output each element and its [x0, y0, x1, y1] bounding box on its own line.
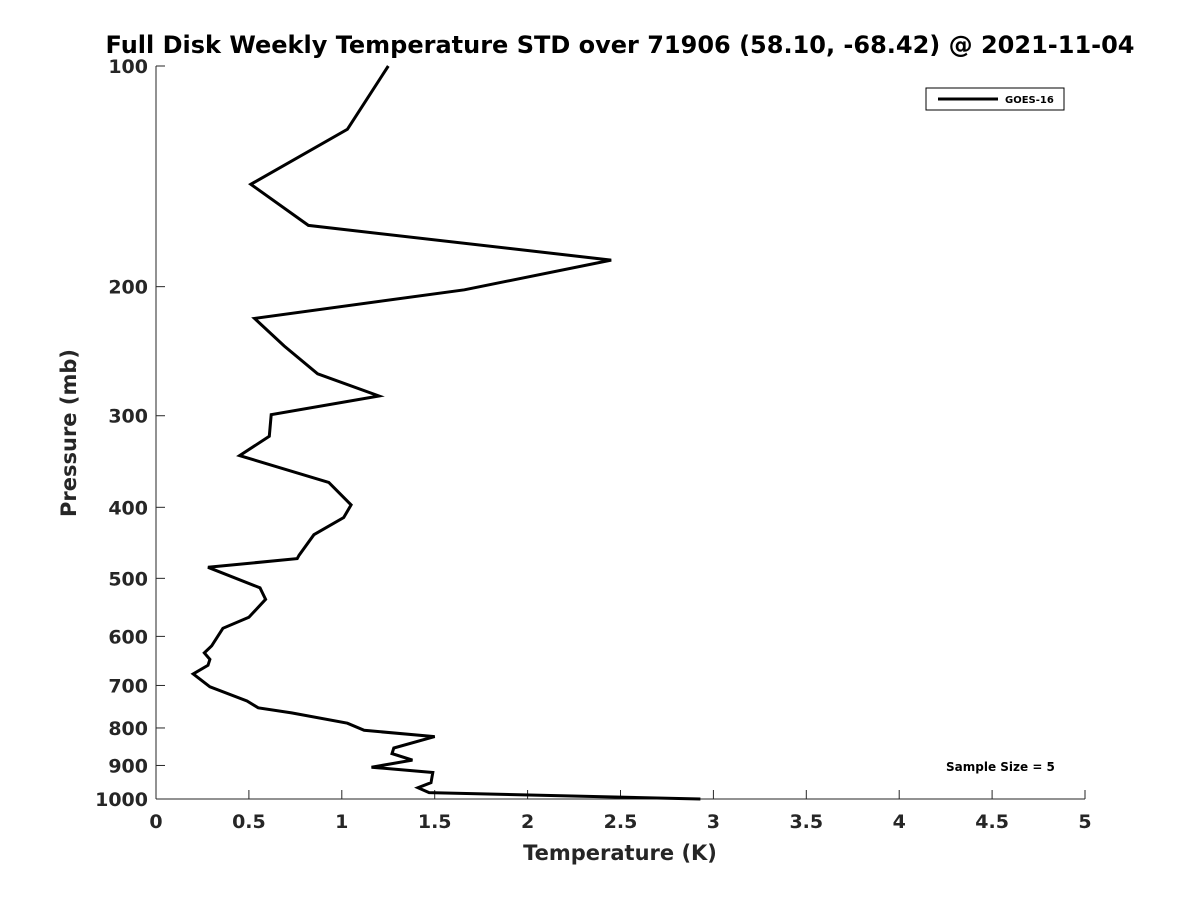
- y-axis-label: Pressure (mb): [57, 349, 81, 517]
- y-tick-label: 300: [108, 406, 148, 428]
- x-tick-label: 1.5: [418, 811, 452, 833]
- y-tick-label: 900: [108, 755, 148, 777]
- y-axis-ticks: 100 200 300 400 500 600 700 800 900 1000: [95, 56, 165, 811]
- x-tick-label: 0.5: [232, 811, 266, 833]
- x-tick-label: 2: [521, 811, 534, 833]
- x-tick-label: 2.5: [604, 811, 638, 833]
- sample-size-annotation: Sample Size = 5: [946, 760, 1055, 774]
- legend: GOES-16: [925, 87, 1065, 111]
- y-tick-label: 200: [108, 277, 148, 299]
- series-line-goes-16: [190, 65, 701, 801]
- x-axis-label: Temperature (K): [523, 841, 717, 865]
- y-tick-label: 400: [108, 497, 148, 519]
- legend-label: GOES-16: [1005, 95, 1054, 106]
- x-axis-ticks: 0 0.5 1 1.5 2 2.5 3 3.5 4 4.5 5: [149, 790, 1092, 833]
- x-tick-label: 3.5: [789, 811, 823, 833]
- y-tick-label: 700: [108, 675, 148, 697]
- series-layer: [190, 65, 701, 801]
- x-tick-label: 5: [1078, 811, 1091, 833]
- x-tick-label: 0: [149, 811, 162, 833]
- chart-title: Full Disk Weekly Temperature STD over 71…: [106, 31, 1135, 59]
- x-tick-label: 4: [893, 811, 906, 833]
- y-tick-label: 800: [108, 718, 148, 740]
- y-tick-label: 1000: [95, 789, 148, 811]
- y-tick-label: 600: [108, 626, 148, 648]
- x-tick-label: 3: [707, 811, 720, 833]
- x-tick-label: 4.5: [975, 811, 1009, 833]
- y-tick-label: 100: [108, 56, 148, 78]
- y-tick-label: 500: [108, 568, 148, 590]
- x-tick-label: 1: [335, 811, 348, 833]
